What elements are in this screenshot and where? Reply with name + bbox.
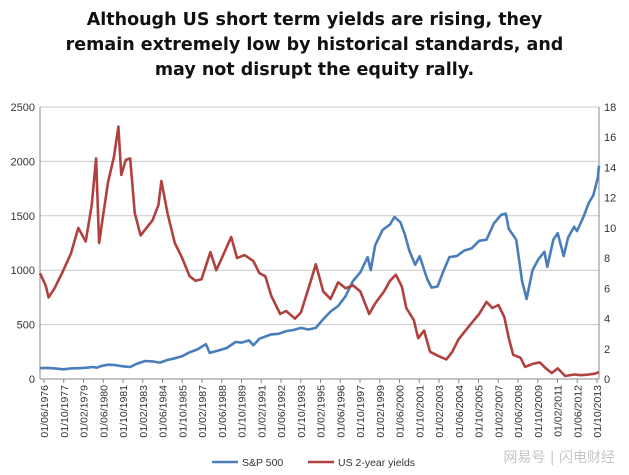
chart-title-line-2: remain extremely low by historical stand… [65,35,564,55]
y-left-tick-label: 1000 [11,265,35,277]
x-tick-label: 01/06/1976 [39,385,51,438]
chart-title-line-3: may not disrupt the equity rally. [154,60,475,80]
x-tick-label: 01/10/1977 [59,385,71,438]
x-tick-label: 01/02/1979 [79,385,91,438]
y-right-tick-label: 12 [604,193,616,205]
y-right-tick-label: 10 [604,223,616,235]
x-tick-label: 01/02/1983 [138,385,150,438]
chart-title: Although US short term yields are rising… [0,8,629,83]
x-tick-label: 01/10/2009 [533,385,545,438]
us-2y-yield-line [38,125,600,378]
x-tick-label: 01/10/1985 [177,385,189,438]
x-tick-label: 01/02/2003 [434,385,446,438]
y-left-tick-label: 2500 [11,102,35,114]
y-left-tick-label: 1500 [11,211,35,223]
legend-us-2y-yields-label: US 2-year yields [338,457,415,469]
watermark: 网易号 | 闪电财经 [503,450,615,466]
chart-title-line-1: Although US short term yields are rising… [86,10,543,30]
x-tick-label: 01/10/1997 [355,385,367,438]
x-tick-label: 01/06/1992 [276,385,288,438]
y-right-tick-label: 0 [604,374,610,386]
y-right-tick-label: 14 [604,162,616,174]
y-right-tick-label: 4 [604,314,610,326]
y-right-tick-label: 18 [604,102,616,114]
y-right-tick-label: 16 [604,132,616,144]
x-tick-label: 01/06/1980 [98,385,110,438]
sp500-line [39,165,601,371]
x-tick-label: 01/10/2005 [474,385,486,438]
x-tick-label: 01/02/1987 [197,385,209,438]
x-tick-label: 01/06/2012 [572,385,584,438]
y-left-tick-label: 500 [17,320,35,332]
x-tick-label: 01/10/2013 [592,385,604,438]
x-tick-label: 01/02/2011 [553,385,565,437]
legend-sp500-label: S&P 500 [242,457,283,469]
y-left-tick-label: 0 [29,374,35,386]
x-tick-label: 01/06/2000 [395,385,407,438]
x-tick-label: 01/02/1999 [375,385,387,438]
x-tick-label: 01/06/2008 [513,385,525,438]
y-right-tick-label: 2 [604,344,610,356]
x-tick-label: 01/02/1991 [256,385,268,438]
x-tick-label: 01/06/2004 [454,385,466,438]
x-tick-label: 01/06/1996 [335,385,347,438]
x-tick-label: 01/10/1989 [237,385,249,438]
x-tick-label: 01/10/1993 [296,385,308,438]
x-tick-label: 01/02/2007 [493,385,505,438]
y-left-tick-label: 2000 [11,156,35,168]
x-tick-label: 01/06/1988 [217,385,229,438]
x-tick-label: 01/10/1981 [118,385,130,438]
x-tick-label: 01/10/2001 [414,385,426,438]
x-tick-label: 01/06/1984 [158,385,170,438]
y-right-tick-label: 6 [604,283,610,295]
y-right-tick-label: 8 [604,253,610,265]
x-tick-label: 01/02/1995 [316,385,328,438]
